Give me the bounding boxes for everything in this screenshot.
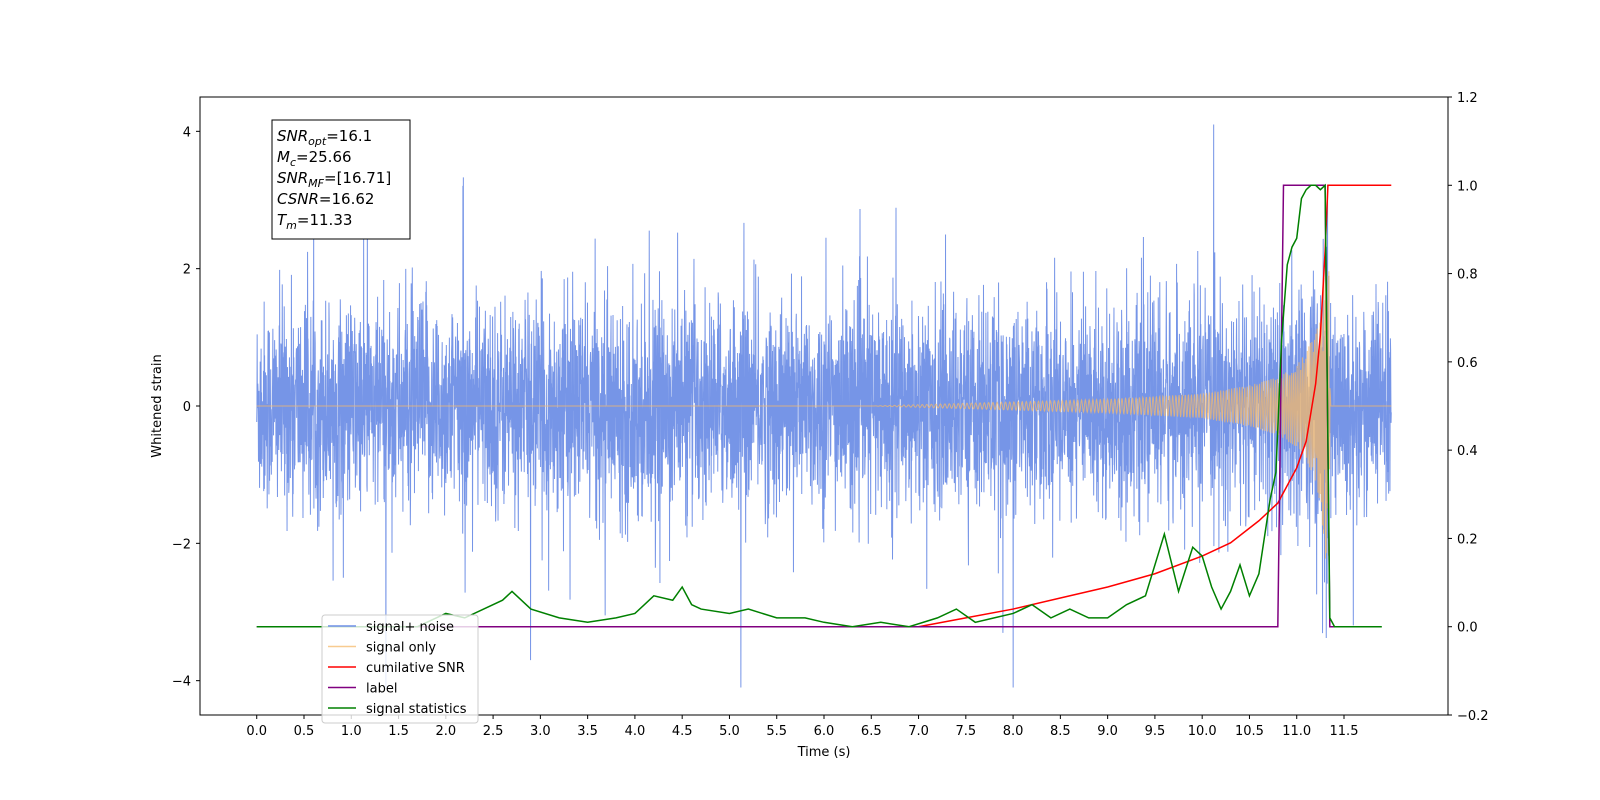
y2-axis-ticks: 1.2 1.0 0.8 0.6 0.4 0.2 0.0 −0.2 xyxy=(1448,91,1489,724)
info-box-line: Tm=11.33 xyxy=(277,211,352,232)
x-tick-label: 9.5 xyxy=(1145,724,1166,739)
x-tick-label: 5.0 xyxy=(719,724,740,739)
x-tick-label: 6.5 xyxy=(861,724,882,739)
info-value: =[16.71] xyxy=(324,169,391,187)
x-tick-label: 3.0 xyxy=(530,724,551,739)
signal-noise-line xyxy=(256,124,1392,688)
y2-tick-label: 1.2 xyxy=(1457,91,1478,106)
legend-frame xyxy=(321,614,479,724)
info-subscript: m xyxy=(286,219,297,232)
info-subscript: opt xyxy=(308,135,327,148)
x-tick-label: 1.5 xyxy=(388,724,409,739)
x-tick-label: 8.5 xyxy=(1050,724,1071,739)
x-tick-label: 2.0 xyxy=(435,724,456,739)
legend-label: signal statistics xyxy=(366,702,467,717)
info-value: =16.1 xyxy=(326,127,372,145)
info-subscript: MF xyxy=(308,177,324,190)
y2-tick-label: −0.2 xyxy=(1457,709,1489,724)
x-tick-label: 11.0 xyxy=(1282,724,1311,739)
x-tick-label: 3.5 xyxy=(577,724,598,739)
x-tick-label: 5.5 xyxy=(766,724,787,739)
y2-tick-label: 0.0 xyxy=(1457,621,1478,636)
x-tick-label: 11.5 xyxy=(1330,724,1359,739)
info-value: =11.33 xyxy=(297,211,353,229)
info-subscript: c xyxy=(290,156,296,169)
x-tick-label: 0.0 xyxy=(246,724,267,739)
label-line xyxy=(256,184,1335,628)
info-symbol: T xyxy=(277,211,288,229)
info-box: SNRopt=16.1Mc=25.66SNRMF=[16.71]CSNR=16.… xyxy=(271,119,411,240)
signal-statistics-line xyxy=(256,183,1382,628)
y2-tick-label: 0.2 xyxy=(1457,532,1478,547)
plot-area xyxy=(256,124,1392,688)
y-tick-label: 4 xyxy=(183,125,191,140)
x-tick-label: 4.5 xyxy=(672,724,693,739)
info-value: =16.62 xyxy=(319,190,375,208)
y-axis-label: Whitened strain xyxy=(150,354,165,457)
y2-tick-label: 0.4 xyxy=(1457,444,1478,459)
info-box-line: SNRMF=[16.71] xyxy=(277,169,391,190)
signal-only-line xyxy=(256,242,1392,559)
legend: signal+ noise signal only cumilative SNR la… xyxy=(321,614,479,724)
y2-tick-label: 0.6 xyxy=(1457,356,1478,371)
info-symbol: M xyxy=(277,148,290,166)
legend-label: signal only xyxy=(366,641,436,656)
info-symbol: SNR xyxy=(277,127,308,145)
x-tick-label: 1.0 xyxy=(341,724,362,739)
y-tick-label: 2 xyxy=(183,263,191,278)
x-axis-ticks: 0.0 0.5 1.0 1.5 2.0 2.5 3.0 3.5 4.0 4.5 5.0 5.5 6.0 6… xyxy=(246,715,1358,739)
x-tick-label: 10.5 xyxy=(1235,724,1264,739)
x-tick-label: 10.0 xyxy=(1188,724,1217,739)
info-box-frame xyxy=(271,119,411,240)
y-tick-label: −2 xyxy=(172,537,191,552)
legend-label: cumilative SNR xyxy=(366,661,465,676)
legend-label: label xyxy=(366,682,397,697)
y2-tick-label: 1.0 xyxy=(1457,179,1478,194)
legend-label: signal+ noise xyxy=(366,620,454,635)
info-symbol: SNR xyxy=(277,169,308,187)
y-axis-ticks: 4 2 0 −2 −4 xyxy=(172,125,200,690)
x-tick-label: 8.0 xyxy=(1003,724,1024,739)
info-box-line: CSNR=16.62 xyxy=(277,190,374,208)
info-symbol: CSNR xyxy=(277,190,319,208)
info-value: =25.66 xyxy=(296,148,352,166)
y-tick-label: 0 xyxy=(183,400,191,415)
x-tick-label: 7.0 xyxy=(908,724,929,739)
x-tick-label: 0.5 xyxy=(294,724,315,739)
x-tick-label: 7.5 xyxy=(955,724,976,739)
x-axis-label: Time (s) xyxy=(797,745,851,760)
x-tick-label: 6.0 xyxy=(814,724,835,739)
info-box-line: Mc=25.66 xyxy=(277,148,352,169)
y-tick-label: −4 xyxy=(172,675,191,690)
x-tick-label: 9.0 xyxy=(1097,724,1118,739)
x-tick-label: 4.0 xyxy=(625,724,646,739)
y2-tick-label: 0.8 xyxy=(1457,268,1478,283)
x-tick-label: 2.5 xyxy=(483,724,504,739)
info-box-line: SNRopt=16.1 xyxy=(277,127,372,148)
